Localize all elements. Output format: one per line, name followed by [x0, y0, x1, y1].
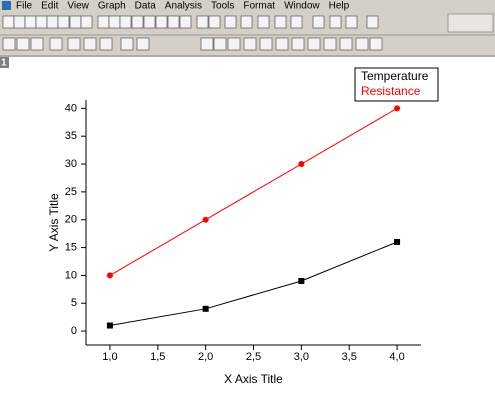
y-tick-label: 15 [65, 241, 77, 253]
marker [202, 305, 209, 312]
tool-button[interactable] [46, 15, 59, 29]
y-tick-label: 25 [65, 186, 77, 198]
x-tick-label: 3,5 [342, 351, 357, 363]
tool-button[interactable] [57, 15, 70, 29]
tool-button[interactable] [136, 37, 150, 51]
tool-button[interactable] [291, 37, 305, 51]
tool-button[interactable] [329, 15, 342, 29]
tool-button[interactable] [208, 15, 221, 29]
legend-entry: Temperature [361, 69, 429, 83]
legend-box [354, 67, 439, 102]
tool-button[interactable] [259, 37, 273, 51]
tool-button[interactable] [369, 37, 383, 51]
menu-item[interactable]: Data [135, 1, 157, 12]
tool-button[interactable] [120, 37, 134, 51]
y-tick-label: 35 [65, 130, 77, 142]
window-label: 1 [1, 58, 7, 69]
tool-button[interactable] [257, 15, 270, 29]
x-tick-label: 2,0 [198, 351, 213, 363]
menu-bar: File Edit View Graph Data Analysis Tools Format… [2, 1, 350, 12]
tool-button[interactable] [35, 15, 48, 29]
menu-item[interactable]: Help [329, 1, 350, 12]
tool-button[interactable] [69, 15, 82, 29]
menu-item[interactable]: Analysis [165, 1, 202, 12]
x-tick-label: 2,5 [246, 351, 261, 363]
tool-button[interactable] [2, 37, 16, 51]
tool-button[interactable] [312, 15, 325, 29]
tool-button[interactable] [345, 15, 358, 29]
tool-button[interactable] [49, 37, 63, 51]
tool-button[interactable] [30, 37, 44, 51]
tool-button[interactable] [224, 15, 237, 29]
marker [106, 322, 113, 329]
y-axis-title: Y Axis Title [47, 193, 61, 252]
tool-button[interactable] [80, 15, 93, 29]
x-tick-label: 3,0 [294, 351, 309, 363]
marker [298, 161, 305, 168]
menu-item[interactable]: Format [243, 1, 275, 12]
tool-button[interactable] [275, 37, 289, 51]
tool-button[interactable] [240, 15, 253, 29]
graph-page [0, 57, 495, 405]
y-tick-label: 10 [65, 269, 77, 281]
tool-button[interactable] [339, 37, 353, 51]
y-tick-label: 30 [65, 158, 77, 170]
line-series [109, 241, 398, 327]
tool-button[interactable] [13, 15, 26, 29]
tool-button[interactable] [131, 15, 144, 29]
y-tick-label: 5 [71, 297, 77, 309]
tool-button[interactable] [24, 15, 37, 29]
toolbars [0, 13, 495, 57]
menu-item[interactable]: Graph [98, 1, 126, 12]
marker [394, 238, 401, 245]
tool-button[interactable] [447, 13, 494, 33]
line-series [109, 107, 398, 276]
tool-button[interactable] [167, 15, 180, 29]
tool-button[interactable] [97, 15, 110, 29]
menu-item[interactable]: Tools [211, 1, 234, 12]
menu-item[interactable]: Window [284, 1, 320, 12]
tool-button[interactable] [99, 37, 113, 51]
tool-button[interactable] [307, 37, 321, 51]
tool-button[interactable] [16, 37, 30, 51]
tool-button[interactable] [179, 15, 192, 29]
tool-button[interactable] [200, 37, 214, 51]
marker [106, 272, 113, 279]
x-tick-label: 1,0 [102, 351, 117, 363]
y-tick-label: 40 [65, 102, 77, 114]
tool-button[interactable] [155, 15, 168, 29]
menu-item[interactable]: File [16, 1, 33, 12]
marker [298, 277, 305, 284]
tool-button[interactable] [274, 15, 287, 29]
tool-button[interactable] [143, 15, 156, 29]
tool-button[interactable] [67, 37, 81, 51]
tool-button[interactable] [119, 15, 132, 29]
app-icon [2, 1, 11, 10]
window-tab[interactable] [0, 57, 9, 68]
y-tick-label: 0 [71, 325, 77, 337]
menu-item[interactable]: View [67, 1, 89, 12]
y-tick-label: 20 [65, 214, 77, 226]
tool-button[interactable] [108, 15, 121, 29]
tool-button[interactable] [213, 37, 227, 51]
plot: 0 5 10 15 20 25 30 35 40 1,0 1,5 2,0 2,5 3,0 3,5 4,0 X A… [47, 67, 439, 386]
menu-item[interactable]: Edit [41, 1, 58, 12]
marker [394, 105, 401, 112]
x-tick-label: 1,5 [150, 351, 165, 363]
x-axis-title: X Axis Title [224, 372, 283, 386]
tool-button[interactable] [227, 37, 241, 51]
marker [202, 216, 209, 223]
tool-button[interactable] [196, 15, 209, 29]
tool-button[interactable] [355, 37, 369, 51]
tool-button[interactable] [83, 37, 97, 51]
tool-button[interactable] [2, 15, 15, 29]
tool-button[interactable] [290, 15, 303, 29]
x-tick-label: 4,0 [389, 351, 404, 363]
tool-button[interactable] [323, 37, 337, 51]
tool-button[interactable] [243, 37, 257, 51]
tool-button[interactable] [366, 15, 379, 29]
legend-entry: Resistance [361, 84, 421, 98]
